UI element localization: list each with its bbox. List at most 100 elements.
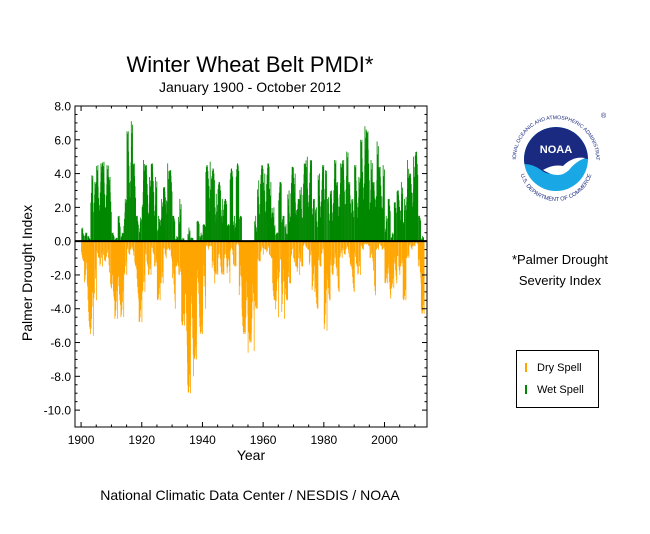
dry-spell-bar [262,241,264,249]
dry-spell-bar [153,241,155,255]
wet-spell-bar [281,222,283,242]
wet-spell-bar [276,233,277,242]
wet-spell-bar [360,139,362,242]
dry-spell-bar [176,241,178,265]
dry-spell-bar [281,241,283,313]
wet-spell-bar [96,170,98,242]
dry-spell-bar [256,241,258,309]
dry-spell-bar [240,241,242,266]
wet-spell-bar [335,160,337,242]
wet-spell-bar [334,163,336,242]
dry-spell-bar [94,241,96,279]
dry-spell-bar [174,241,176,309]
wet-spell-bar [300,194,301,242]
wet-spell-bar [213,173,215,242]
wet-spell-bar [324,199,325,242]
dry-spell-bar [98,241,99,257]
wet-spell-bar [339,206,340,242]
y-tick-label: 2.0 [54,201,71,215]
dry-spell-bar [119,241,120,295]
dry-spell-bar [376,241,377,250]
wet-spell-bar [93,212,95,242]
dry-spell-bar [265,241,267,250]
wet-spell-bar [328,213,330,242]
wet-spell-bar [222,222,223,242]
dry-spell-bar [403,241,405,300]
wet-spell-bar [278,200,280,242]
dry-spell-bar [380,241,382,246]
dry-spell-bar [176,241,177,267]
dry-spell-bar [221,241,223,275]
wet-spell-bar [122,233,124,242]
wet-spell-bar [173,215,175,242]
dry-spell-bar [230,241,231,251]
y-tick-label: 0.0 [54,235,71,249]
dry-spell-bar [182,241,184,322]
dry-spell-bar [382,241,384,250]
dry-spell-bar [173,241,174,274]
dry-spell-bar [177,241,179,267]
y-tick-label: 6.0 [54,133,71,147]
dry-spell-bar [147,241,149,267]
wet-spell-bar [301,217,303,242]
dry-spell-bar [421,241,423,314]
wet-spell-bar [126,131,128,242]
wet-spell-bar [292,166,294,242]
dry-spell-bar [411,241,412,249]
wet-spell-bar [137,224,139,242]
dry-spell-bar [202,241,204,287]
dry-spell-bar [204,241,206,287]
dry-spell-bar [242,241,244,333]
wet-spell-bar [171,191,173,242]
dry-spell-bar [253,241,254,294]
dry-spell-bar [334,241,336,258]
dry-spell-bar [100,241,101,264]
wet-spell-bar [192,238,194,242]
dry-spell-bar [314,241,316,278]
dry-spell-bar [230,241,232,249]
wet-spell-bar [142,204,144,242]
wet-spell-bar [219,185,221,242]
wet-spell-bar [383,176,385,242]
dry-spell-bar [228,241,230,259]
dry-spell-bar [85,241,86,276]
dry-spell-bar [117,241,119,319]
dry-spell-bar [248,241,250,333]
wet-spell-bar [215,193,217,242]
dry-spell-bar [398,241,400,267]
dry-spell-bar [198,241,200,295]
wet-spell-bar [221,216,222,242]
dry-spell-bar [315,241,317,289]
wet-spell-bar [293,177,295,242]
wet-spell-bar [351,199,353,242]
wet-spell-bar [296,215,298,242]
wet-spell-bar [345,204,346,242]
wet-spell-bar [198,222,199,242]
wet-spell-bar [159,220,161,242]
wet-spell-bar [158,221,160,242]
dry-spell-bar [295,241,297,267]
dry-spell-bar [375,241,376,296]
wet-spell-bar [220,210,222,242]
dry-spell-bar [354,241,356,253]
wet-spell-bar [217,204,218,242]
wet-spell-bar [337,197,339,242]
y-tick-label: -8.0 [50,370,71,384]
wet-spell-bar [308,206,309,242]
wet-spell-bar [263,190,265,242]
dry-spell-bar [287,241,289,272]
dry-spell-bar [129,241,131,255]
dry-spell-bar [82,241,84,260]
dry-spell-bar [322,241,324,250]
dry-spell-bar [222,241,224,272]
wet-spell-bar [128,165,130,242]
dry-spell-bar [197,241,199,283]
dry-spell-bar [266,241,268,253]
dry-spell-bar [107,241,109,251]
wet-spell-bar [197,220,198,242]
wet-spell-bar [111,232,113,242]
wet-spell-bar [200,237,201,242]
dry-spell-bar [90,241,91,335]
dry-spell-bar [383,241,385,249]
wet-spell-bar [161,212,163,242]
